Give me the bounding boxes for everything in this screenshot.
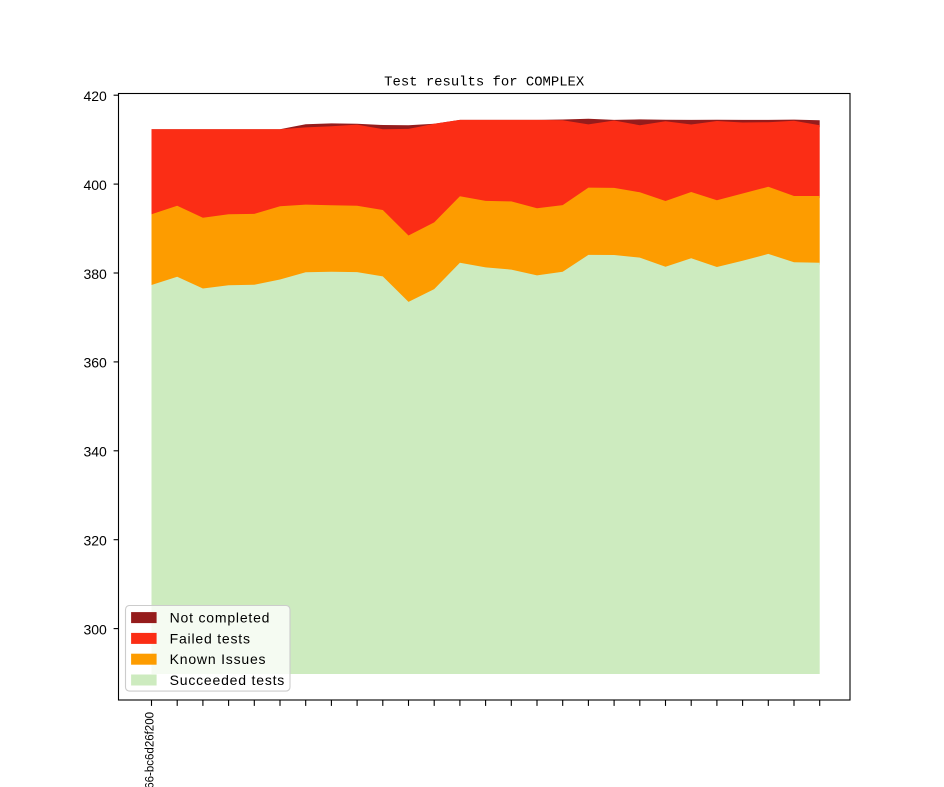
- svg-text:Failed tests: Failed tests: [170, 630, 251, 646]
- svg-text:320: 320: [83, 533, 107, 549]
- svg-text:340: 340: [83, 444, 107, 460]
- svg-text:400: 400: [83, 177, 107, 193]
- svg-text:Succeeded tests: Succeeded tests: [170, 672, 286, 688]
- svg-text:i66-bc6d26f200: i66-bc6d26f200: [145, 712, 157, 787]
- svg-text:380: 380: [83, 266, 107, 282]
- svg-text:300: 300: [83, 621, 107, 637]
- svg-text:Not completed: Not completed: [170, 610, 271, 626]
- svg-text:420: 420: [83, 88, 107, 104]
- svg-text:Known Issues: Known Issues: [170, 651, 267, 667]
- svg-text:Test results for COMPLEX: Test results for COMPLEX: [384, 75, 585, 91]
- svg-text:360: 360: [83, 355, 107, 371]
